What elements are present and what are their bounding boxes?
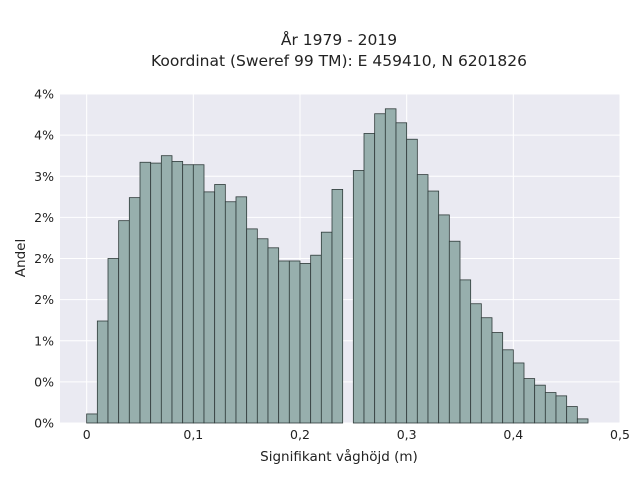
histogram-bar bbox=[534, 384, 546, 424]
chart-subtitle: Koordinat (Sweref 99 TM): E 459410, N 62… bbox=[151, 52, 527, 70]
x-tick-label: 0 bbox=[83, 427, 91, 442]
x-tick-label: 0,4 bbox=[503, 427, 523, 442]
histogram-bar bbox=[374, 113, 386, 424]
histogram-bar bbox=[107, 258, 120, 424]
histogram-bar bbox=[320, 231, 333, 424]
histogram-bar bbox=[576, 418, 589, 424]
histogram-bar bbox=[523, 378, 536, 424]
y-tick-label: 4% bbox=[34, 87, 54, 102]
histogram-bar bbox=[299, 263, 312, 424]
histogram-bar bbox=[182, 164, 194, 424]
histogram-bar bbox=[406, 138, 418, 424]
histogram-bar bbox=[128, 197, 141, 424]
histogram-bar bbox=[363, 133, 376, 424]
histogram-bar bbox=[491, 332, 504, 424]
histogram-bar bbox=[267, 247, 280, 424]
histogram-bar bbox=[395, 122, 408, 424]
y-tick-label: 1% bbox=[34, 333, 54, 348]
histogram-bar bbox=[352, 170, 365, 424]
histogram-bar bbox=[214, 184, 226, 424]
histogram-bar bbox=[224, 201, 237, 424]
histogram-bar bbox=[544, 392, 557, 424]
histogram-bar bbox=[331, 189, 344, 424]
histogram-bar bbox=[171, 161, 184, 424]
x-axis-ticks: 0 0,1 0,2 0,3 0,4 0,5 bbox=[83, 427, 630, 442]
y-tick-label: 4% bbox=[34, 128, 54, 143]
x-tick-label: 0,3 bbox=[397, 427, 417, 442]
x-tick-label: 0,5 bbox=[610, 427, 630, 442]
histogram-bar bbox=[86, 413, 98, 424]
histogram-bar bbox=[278, 260, 290, 424]
histogram-bar bbox=[256, 238, 269, 424]
histogram-bar bbox=[502, 349, 514, 424]
y-tick-label: 2% bbox=[34, 251, 54, 266]
x-axis-label: Signifikant våghöjd (m) bbox=[260, 448, 418, 465]
histogram-bar bbox=[566, 406, 578, 424]
y-tick-label: 0% bbox=[34, 374, 54, 389]
histogram-bar bbox=[448, 240, 461, 424]
histogram-bar bbox=[118, 220, 130, 424]
y-axis-label: Andel bbox=[13, 239, 29, 277]
histogram-bar bbox=[459, 279, 472, 424]
histogram-bar bbox=[192, 164, 205, 424]
histogram-bar bbox=[288, 260, 301, 424]
x-tick-label: 0,2 bbox=[290, 427, 310, 442]
histogram-bar bbox=[160, 155, 173, 424]
y-tick-label: 2% bbox=[34, 210, 54, 225]
histogram-bar bbox=[203, 191, 216, 424]
histogram-bar bbox=[427, 190, 440, 424]
histogram-bar bbox=[480, 317, 493, 424]
y-axis-ticks: 0% 0% 1% 2% 2% 2% 3% 4% 4% bbox=[34, 87, 54, 431]
histogram-bar bbox=[96, 320, 109, 424]
histogram-bar bbox=[150, 162, 162, 424]
histogram-bar bbox=[310, 254, 322, 424]
histogram-bar bbox=[438, 214, 450, 424]
histogram-bar bbox=[139, 161, 152, 424]
bar-group bbox=[86, 108, 589, 424]
y-tick-label: 0% bbox=[34, 416, 54, 431]
x-tick-label: 0,1 bbox=[183, 427, 203, 442]
histogram-bar bbox=[470, 303, 482, 424]
y-tick-label: 3% bbox=[34, 169, 54, 184]
histogram-bar bbox=[235, 196, 248, 424]
histogram-bar bbox=[416, 174, 429, 424]
chart-title: År 1979 - 2019 bbox=[281, 30, 397, 49]
histogram-bar bbox=[246, 228, 258, 424]
histogram-bar bbox=[384, 108, 397, 424]
y-tick-label: 2% bbox=[34, 292, 54, 307]
histogram-bar bbox=[555, 395, 568, 424]
histogram-bar bbox=[512, 362, 525, 424]
